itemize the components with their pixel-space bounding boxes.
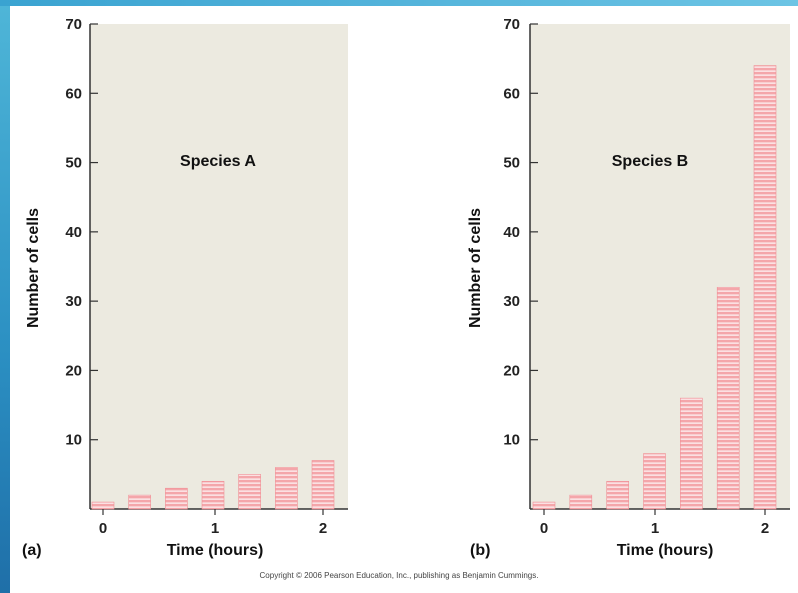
chart-title: Species B (612, 153, 688, 170)
plot-area (90, 24, 348, 509)
chart-title: Species A (180, 153, 256, 170)
y-tick-label: 40 (503, 224, 520, 241)
y-tick-label: 30 (503, 293, 520, 310)
bar (716, 286, 740, 510)
x-tick-label: 0 (540, 520, 548, 537)
x-tick-label: 2 (319, 520, 327, 537)
panel-letter: (a) (22, 542, 42, 559)
x-tick-label: 0 (99, 520, 107, 537)
y-tick-label: 50 (503, 155, 520, 172)
bar (753, 65, 777, 510)
bar (238, 474, 261, 510)
copyright-notice: Copyright © 2006 Pearson Education, Inc.… (259, 571, 539, 580)
y-axis-label: Number of cells (25, 208, 42, 328)
x-axis-label: Time (hours) (167, 542, 264, 559)
x-tick-label: 1 (211, 520, 219, 537)
plot-area (530, 24, 790, 509)
bar (128, 494, 151, 510)
y-tick-label: 30 (65, 293, 82, 310)
bar (532, 501, 556, 510)
y-tick-label: 60 (503, 85, 520, 102)
y-tick-label: 70 (65, 16, 82, 33)
y-tick-label: 10 (65, 432, 82, 449)
bar (679, 397, 703, 510)
bar (275, 467, 298, 510)
bar (165, 487, 188, 510)
x-axis-label: Time (hours) (617, 542, 714, 559)
bar (91, 501, 115, 510)
y-tick-label: 20 (503, 362, 520, 379)
y-tick-label: 40 (65, 224, 82, 241)
y-tick-label: 50 (65, 155, 82, 172)
bar (569, 494, 593, 510)
panel-a: 10 20 30 40 50 60 70 0 1 2 Species A Number of cell… (22, 16, 348, 559)
y-axis-label: Number of cells (467, 208, 484, 328)
bar (201, 480, 225, 510)
y-tick-label: 60 (65, 85, 82, 102)
y-tick-label: 70 (503, 16, 520, 33)
x-tick-label: 2 (761, 520, 769, 537)
bar (311, 460, 335, 510)
y-tick-label: 10 (503, 432, 520, 449)
panel-letter: (b) (470, 542, 490, 559)
slide-top-accent (0, 0, 798, 6)
bar (643, 453, 666, 510)
x-tick-label: 1 (651, 520, 659, 537)
slide-accent-bar (0, 0, 10, 593)
bar (606, 480, 630, 510)
y-tick-label: 20 (65, 362, 82, 379)
panel-b: 10 20 30 40 50 60 70 0 1 2 Species B Number of cell… (467, 16, 790, 559)
